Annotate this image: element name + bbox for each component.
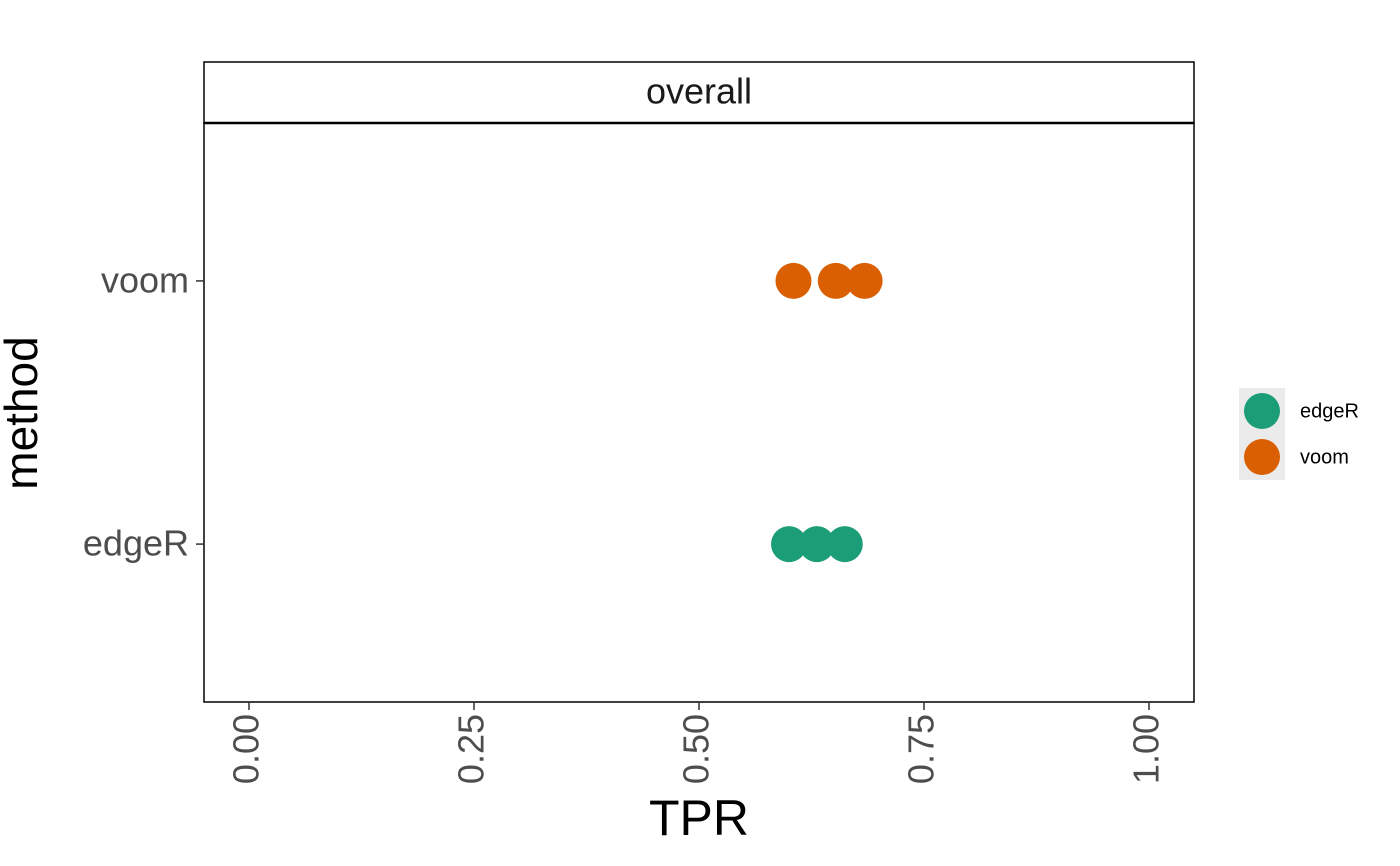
dot	[771, 526, 807, 563]
y-tick-label: voom	[101, 259, 189, 300]
dot	[817, 262, 854, 299]
x-tick-label: 0.25	[451, 714, 492, 784]
y-axis-title: method	[0, 336, 47, 489]
x-tick-label: 0.00	[226, 714, 267, 784]
strip-label: overall	[646, 71, 752, 112]
x-tick-label: 0.75	[901, 714, 942, 784]
legend-key	[1244, 439, 1280, 475]
y-tick-label: edgeR	[83, 523, 189, 564]
x-tick-label: 0.50	[676, 714, 717, 784]
x-tick-label: 1.00	[1126, 714, 1167, 784]
panel	[203, 122, 1195, 703]
dot	[846, 262, 883, 299]
dot	[775, 262, 812, 299]
legend-key	[1244, 393, 1280, 429]
dot	[826, 526, 863, 563]
strip-box	[203, 61, 1195, 124]
legend-label: voom	[1300, 446, 1349, 468]
dot	[798, 526, 835, 563]
legend-label: edgeR	[1300, 400, 1359, 422]
x-axis-title: TPR	[649, 790, 749, 846]
